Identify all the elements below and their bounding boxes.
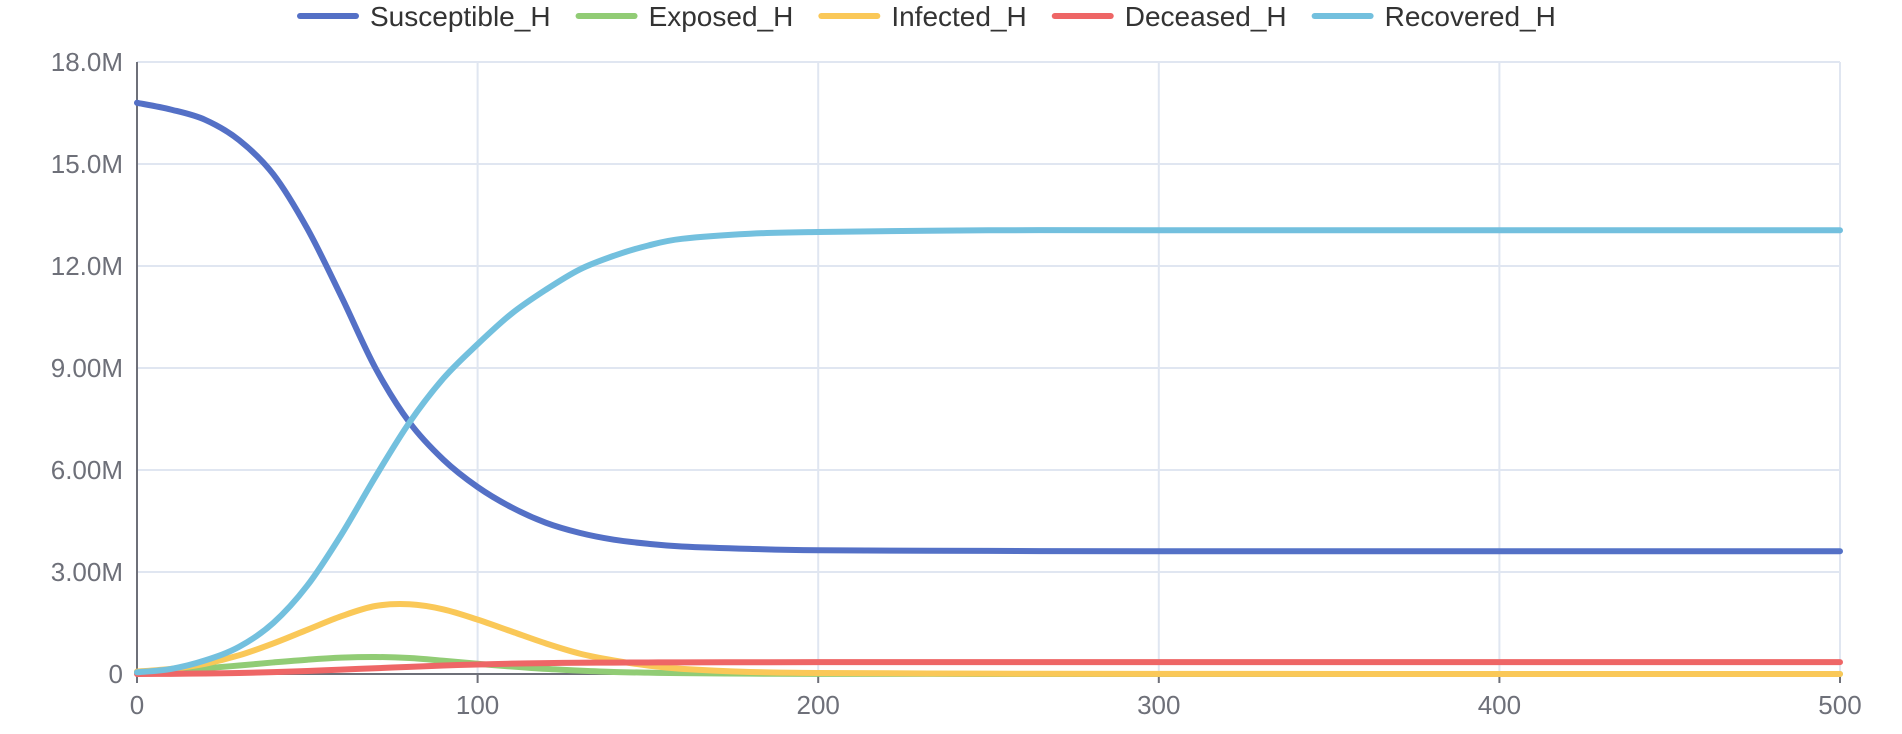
y-tick-label: 12.0M: [51, 251, 123, 281]
x-tick-label: 200: [797, 690, 840, 720]
legend: Susceptible_H Exposed_H Infected_H Deceased…: [297, 1, 1556, 32]
grid: [137, 61, 1841, 674]
x-tick-label: 500: [1818, 690, 1861, 720]
y-tick-label: 15.0M: [51, 149, 123, 179]
x-tick-label: 0: [130, 690, 144, 720]
x-tick-label: 100: [456, 690, 499, 720]
y-tick-label: 18.0M: [51, 47, 123, 77]
series-lines: [134, 99, 1843, 678]
y-tick-label: 0: [109, 659, 123, 689]
y-tick-label: 3.00M: [51, 557, 123, 587]
y-tick-label: 9.00M: [51, 353, 123, 383]
y-tick-label: 6.00M: [51, 455, 123, 485]
x-tick-label: 400: [1478, 690, 1521, 720]
legend-item-exposed-h[interactable]: Exposed_H: [575, 1, 794, 32]
series-line-recovered-h: [134, 227, 1843, 676]
legend-label: Deceased_H: [1125, 1, 1287, 32]
series-line-susceptible-h: [134, 99, 1843, 555]
legend-item-infected-h[interactable]: Infected_H: [818, 1, 1027, 32]
series-line-infected-h: [134, 601, 1843, 678]
legend-label: Recovered_H: [1385, 1, 1556, 32]
legend-label: Exposed_H: [649, 1, 794, 32]
x-tick-label: 300: [1137, 690, 1180, 720]
legend-item-susceptible-h[interactable]: Susceptible_H: [297, 1, 551, 32]
legend-label: Susceptible_H: [370, 1, 551, 32]
legend-label: Infected_H: [891, 1, 1026, 32]
legend-item-recovered-h[interactable]: Recovered_H: [1311, 1, 1556, 32]
legend-item-deceased-h[interactable]: Deceased_H: [1051, 1, 1287, 32]
axes: 0 3.00M 6.00M 9.00M 12.0M 15.0M 18.0M 0 100 200 30…: [51, 47, 1862, 720]
series-line-deceased-h: [134, 659, 1843, 677]
